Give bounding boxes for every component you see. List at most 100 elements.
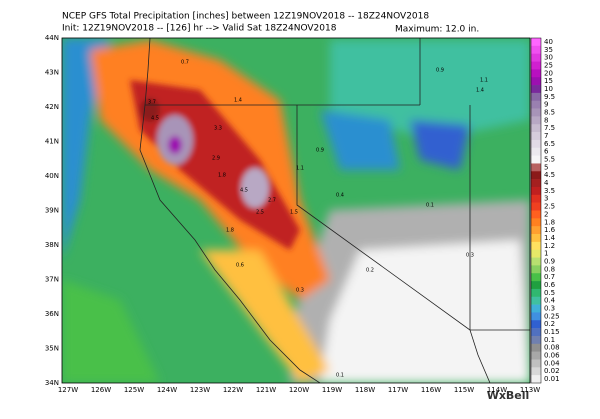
colorbar-swatch	[531, 359, 541, 368]
subtitle: Init: 12Z19NOV2018 -- [126] hr --> Valid…	[62, 24, 337, 34]
colorbar-swatch	[531, 202, 541, 211]
colorbar-label: 9.5	[544, 93, 555, 101]
lon-label: 114W	[487, 386, 507, 394]
colorbar-swatch	[531, 351, 541, 360]
value-label: 0.3	[296, 288, 304, 294]
colorbar-swatch	[531, 328, 541, 337]
colorbar-label: 10	[544, 85, 553, 93]
colorbar-swatch	[531, 92, 541, 102]
lat-label: 38N	[45, 241, 59, 249]
colorbar-label: 4.5	[544, 171, 555, 179]
colorbar-swatch	[531, 194, 541, 203]
value-label: 0.7	[181, 60, 189, 66]
map-frame	[61, 37, 531, 384]
value-label: 0.1	[336, 373, 344, 379]
value-label: 1.8	[218, 173, 226, 179]
colorbar-label: 0.6	[544, 281, 556, 289]
colorbar-label: 35	[544, 46, 553, 54]
colorbar-label: 0.08	[544, 344, 560, 352]
colorbar-label: 4	[544, 179, 549, 187]
lat-label: 40N	[45, 172, 59, 180]
colorbar-swatch	[531, 375, 541, 384]
lat-label: 44N	[45, 34, 59, 42]
lon-label: 121W	[256, 386, 276, 394]
colorbar-label: 3.5	[544, 187, 555, 195]
colorbar-swatch	[531, 139, 541, 149]
colorbar-swatch	[531, 304, 541, 313]
lon-label: 119W	[322, 386, 342, 394]
value-label: 0.1	[426, 203, 434, 209]
value-label: 0.4	[336, 193, 344, 199]
colorbar-swatch	[531, 171, 541, 180]
colorbar-label: 5	[544, 163, 548, 171]
colorbar-label: 1	[544, 250, 548, 258]
value-label: 1.1	[296, 166, 304, 172]
colorbar-swatch	[531, 296, 541, 305]
colorbar-swatch	[531, 85, 541, 94]
value-label: 0.3	[466, 253, 474, 259]
colorbar-swatch	[531, 320, 541, 329]
colorbar-label: 0.3	[544, 305, 555, 313]
value-label: 0.2	[366, 268, 374, 274]
colorbar-label: 30	[544, 54, 553, 62]
lon-label: 126W	[91, 386, 111, 394]
colorbar-label: 15	[544, 77, 553, 85]
colorbar-swatch	[531, 124, 541, 133]
colorbar-swatch	[531, 155, 541, 164]
lat-label: 41N	[45, 138, 59, 146]
lon-label: 123W	[190, 386, 210, 394]
value-label: 2.9	[212, 156, 220, 162]
colorbar-label: 0.02	[544, 367, 560, 375]
value-label: 0.9	[316, 148, 324, 154]
colorbar-label: 7.5	[544, 124, 555, 132]
lon-label: 125W	[124, 386, 144, 394]
colorbar-label: 0.25	[544, 312, 560, 320]
colorbar-swatch	[531, 249, 541, 258]
colorbar-swatch	[531, 38, 541, 47]
colorbar-swatch	[531, 265, 541, 274]
colorbar-swatch	[531, 273, 541, 282]
colorbar-label: 0.4	[544, 297, 556, 305]
colorbar-swatch	[531, 108, 541, 117]
colorbar-swatch	[531, 179, 541, 188]
value-label: 1.5	[290, 210, 298, 216]
colorbar-label: 0.01	[544, 375, 560, 383]
lat-label: 43N	[45, 69, 59, 77]
value-label: 1.4	[476, 88, 484, 94]
colorbar-label: 0.8	[544, 265, 555, 273]
lon-label: 124W	[157, 386, 177, 394]
precip-field	[62, 38, 530, 383]
value-label: 2.5	[256, 210, 264, 216]
value-label: 1.4	[234, 98, 242, 104]
lat-label: 37N	[45, 276, 59, 284]
lon-label: 115W	[454, 386, 474, 394]
colorbar-swatch	[531, 69, 541, 78]
colorbar-label: 2.5	[544, 203, 555, 211]
colorbar-label: 0.06	[544, 352, 560, 360]
colorbar-label: 0.7	[544, 273, 555, 281]
colorbar-label: 8.5	[544, 108, 555, 116]
colorbar-swatch	[531, 132, 541, 141]
colorbar-label: 1.4	[544, 234, 556, 242]
colorbar-swatch	[531, 218, 541, 227]
colorbar-swatch	[531, 163, 541, 172]
value-label: 4.5	[240, 188, 248, 194]
colorbar-swatch	[531, 226, 541, 235]
colorbar-label: 3	[544, 195, 548, 203]
lon-label: 118W	[355, 386, 375, 394]
colorbar-swatch	[531, 116, 541, 125]
value-label: 3.7	[148, 100, 156, 106]
colorbar-swatch	[531, 147, 541, 156]
colorbar-frame	[530, 37, 542, 384]
value-label: 1.1	[480, 78, 488, 84]
colorbar-label: 6.5	[544, 140, 555, 148]
colorbar-swatch	[531, 234, 541, 243]
lat-label: 36N	[45, 310, 59, 318]
colorbar-swatch	[531, 335, 541, 345]
colorbar-label: 2	[544, 210, 548, 218]
colorbar-label: 0.9	[544, 257, 555, 265]
colorbar-swatch	[531, 210, 541, 219]
colorbar-swatch	[531, 241, 541, 251]
lon-label: 122W	[223, 386, 243, 394]
maximum: Maximum: 12.0 in.	[395, 25, 479, 35]
